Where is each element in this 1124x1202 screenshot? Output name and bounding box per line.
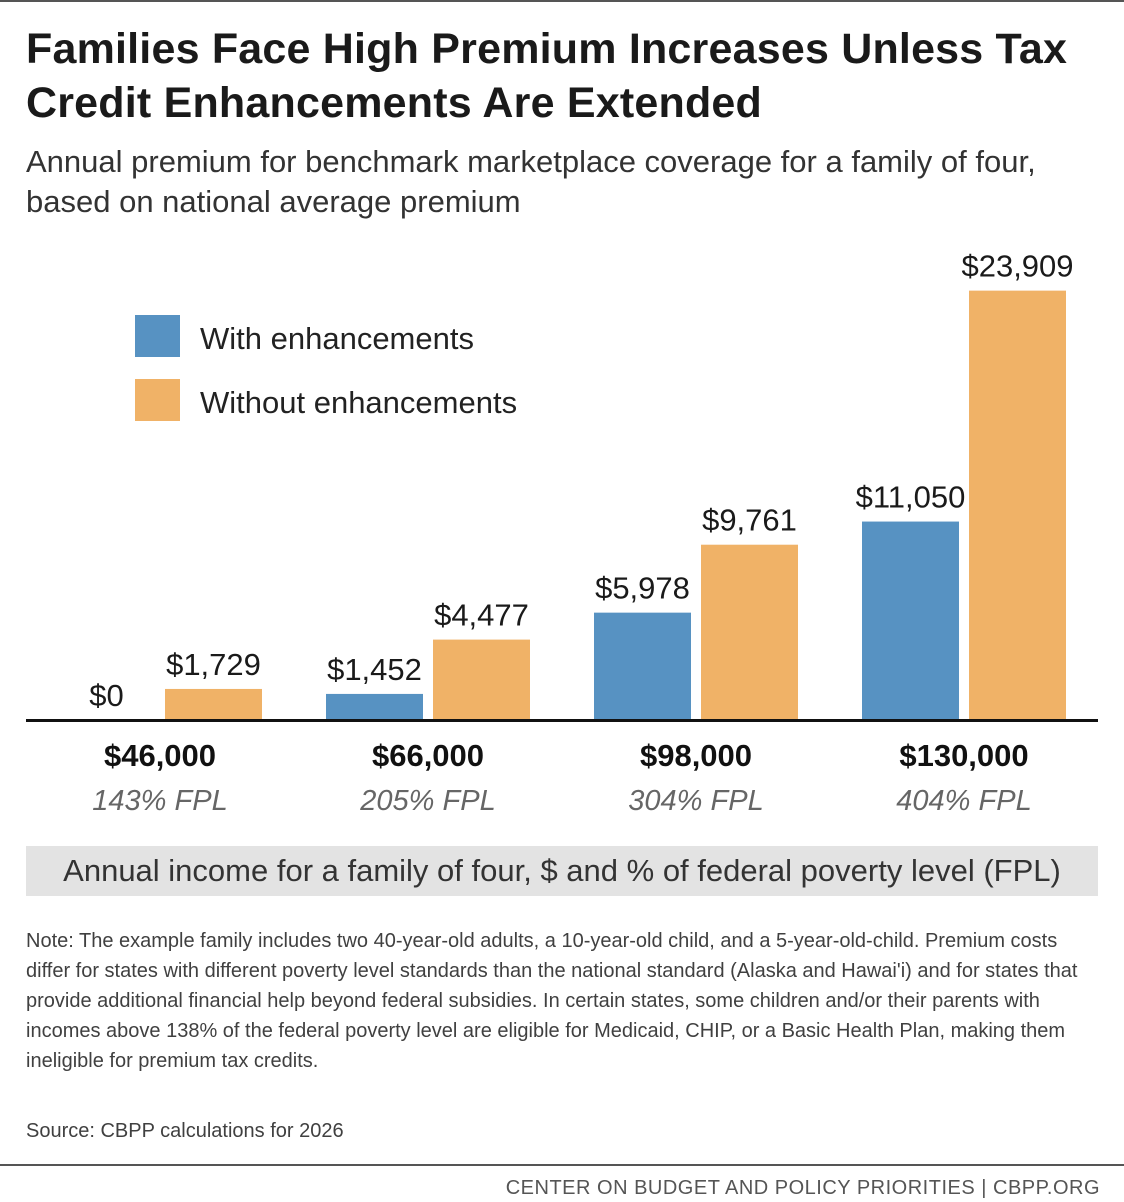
bar-with-2	[594, 612, 691, 720]
x-tick-sublabel-3: 404% FPL	[896, 785, 1031, 817]
footer-credit: CENTER ON BUDGET AND POLICY PRIORITIES |…	[505, 1177, 1100, 1199]
x-tick-label-0: $46,000	[104, 738, 216, 773]
x-tick-sublabel-0: 143% FPL	[92, 785, 227, 817]
value-label-without-1: $4,477	[434, 598, 529, 633]
bar-chart: With enhancements Without enhancements $0 $…	[26, 249, 1098, 817]
chart-note: Note: The example family includes two 40…	[26, 930, 1078, 1072]
x-axis-baseline	[26, 719, 1098, 722]
bar-with-1	[326, 693, 423, 720]
value-label-without-0: $1,729	[166, 647, 261, 682]
bar-with-3	[862, 521, 959, 720]
chart-source: Source: CBPP calculations for 2026	[26, 1120, 344, 1142]
legend-label-with: With enhancements	[200, 321, 474, 356]
legend-label-without: Without enhancements	[200, 385, 517, 420]
bar-without-0	[165, 688, 262, 720]
value-label-without-3: $23,909	[961, 249, 1073, 284]
bar-without-1	[433, 639, 530, 720]
top-rule	[0, 0, 1124, 2]
x-axis-title: Annual income for a family of four, $ an…	[26, 846, 1098, 896]
bar-without-3	[969, 290, 1066, 720]
value-label-with-0: $0	[89, 678, 123, 713]
bottom-rule	[0, 1164, 1124, 1166]
x-tick-label-3: $130,000	[899, 738, 1028, 773]
value-label-with-1: $1,452	[327, 652, 422, 687]
value-label-without-2: $9,761	[702, 503, 797, 538]
chart-subtitle: Annual premium for benchmark marketplace…	[26, 144, 1036, 219]
legend-swatch-with	[135, 315, 180, 357]
chart-title: Families Face High Premium Increases Unl…	[26, 25, 1068, 127]
value-label-with-3: $11,050	[856, 480, 966, 515]
value-label-with-2: $5,978	[595, 571, 690, 606]
x-tick-label-1: $66,000	[372, 738, 484, 773]
bar-without-2	[701, 544, 798, 720]
legend-swatch-without	[135, 379, 180, 421]
x-tick-sublabel-2: 304% FPL	[628, 785, 763, 817]
x-tick-sublabel-1: 205% FPL	[359, 785, 495, 817]
x-tick-label-2: $98,000	[640, 738, 752, 773]
